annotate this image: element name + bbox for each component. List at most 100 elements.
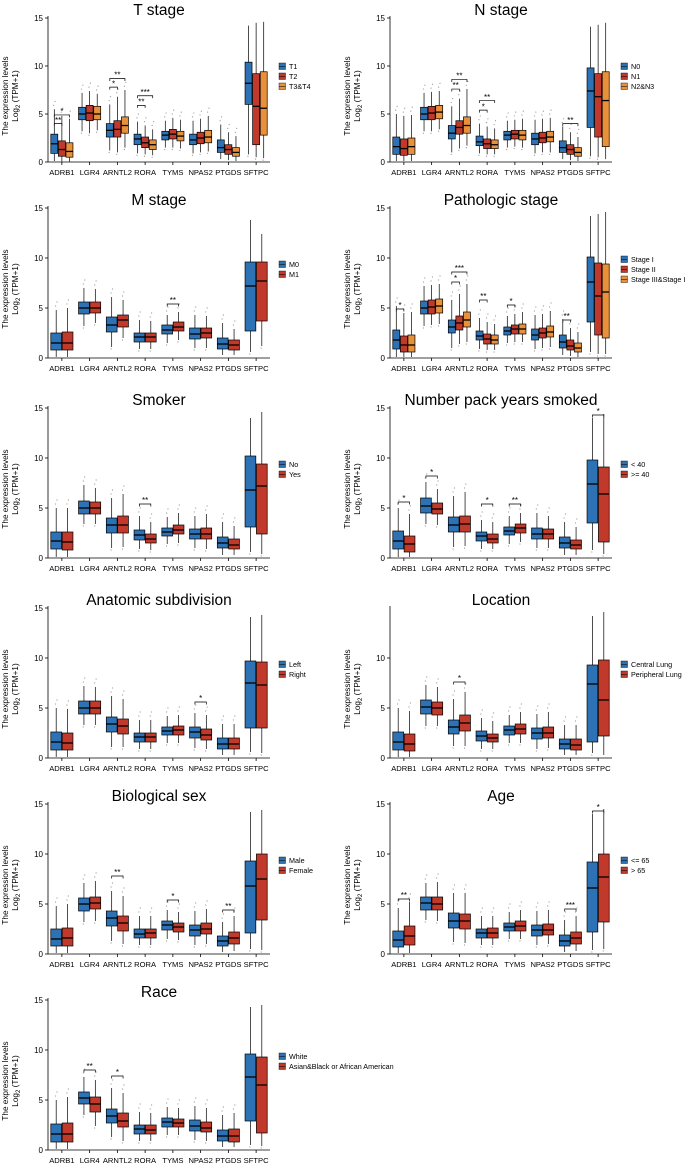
chart-panel-3: M stage The expression levelsLog2 (TPM+1)… <box>1 192 299 373</box>
outlier-point <box>569 323 571 325</box>
y-axis-label-unit: (TPM+1) <box>11 70 20 105</box>
outlier-point <box>180 111 182 113</box>
outlier-point <box>205 550 207 552</box>
outlier-point <box>547 707 549 709</box>
box-lgr4-3 <box>93 105 102 121</box>
outlier-point <box>562 118 565 120</box>
outlier-point <box>404 304 406 306</box>
outlier-point <box>121 1088 124 1090</box>
outlier-point <box>111 288 114 290</box>
outlier-point <box>121 295 124 297</box>
legend-label: M1 <box>289 270 299 279</box>
significance-bracket <box>166 899 179 903</box>
outlier-point <box>459 285 461 287</box>
x-tick-label: ADRB1 <box>49 1156 74 1163</box>
x-tick-label: ARNTL2 <box>103 168 132 177</box>
y-tick-label: 0 <box>381 354 386 363</box>
significance-label: * <box>597 803 600 812</box>
x-tick-label: RORA <box>134 1156 157 1163</box>
y-axis-label-subscript: 2 <box>358 104 364 108</box>
outlier-point <box>395 301 397 303</box>
box-sftpc-1 <box>244 1053 257 1122</box>
outlier-point <box>541 309 543 311</box>
significance-label: ** <box>114 868 120 877</box>
outlier-point <box>519 744 521 746</box>
outlier-point <box>513 343 515 345</box>
outlier-point <box>82 84 84 86</box>
outlier-point <box>396 105 398 107</box>
outlier-point <box>232 719 235 721</box>
outlier-point <box>221 318 223 320</box>
y-axis-label-line2: Log <box>353 501 362 515</box>
outlier-point <box>409 893 411 895</box>
legend-label: N2&N3 <box>631 82 654 91</box>
outlier-point <box>596 355 599 357</box>
outlier-point <box>589 353 591 355</box>
outlier-point <box>396 297 398 299</box>
outlier-point <box>493 351 495 353</box>
outlier-point <box>547 905 549 907</box>
outlier-point <box>533 115 536 117</box>
outlier-point <box>110 1138 112 1140</box>
outlier-point <box>152 121 155 123</box>
outlier-point <box>82 327 84 329</box>
box-sftpc-1 <box>586 67 595 128</box>
outlier-point <box>408 897 410 899</box>
outlier-point <box>549 153 551 155</box>
outlier-point <box>491 750 493 752</box>
outlier-point <box>467 275 469 277</box>
chart-title: Number pack years smoked <box>405 392 598 409</box>
outlier-point <box>53 104 55 106</box>
outlier-point <box>111 1079 114 1081</box>
outlier-point <box>110 942 112 944</box>
y-axis-label: The expression levelsLog2 (TPM+1) <box>1 449 22 528</box>
outlier-point <box>178 903 180 905</box>
x-tick-label: SFTPC <box>586 564 611 573</box>
outlier-point <box>234 131 236 133</box>
outlier-point <box>151 124 153 127</box>
x-tick-label: TYMS <box>162 364 183 373</box>
outlier-point <box>95 479 97 481</box>
outlier-point <box>437 678 439 680</box>
outlier-point <box>506 148 508 151</box>
outlier-point <box>260 347 262 349</box>
y-axis-label-subscript: 2 <box>16 497 22 501</box>
outlier-point <box>458 149 460 152</box>
x-tick-label: NPAS2 <box>530 764 554 773</box>
outlier-point <box>465 279 467 281</box>
outlier-point <box>165 545 168 547</box>
x-tick-label: ARNTL2 <box>103 364 132 373</box>
outlier-point <box>480 911 482 913</box>
outlier-point <box>220 116 223 118</box>
outlier-point <box>138 1107 140 1109</box>
outlier-point <box>533 350 536 352</box>
outlier-point <box>145 117 147 119</box>
x-tick-label: LGR4 <box>80 960 100 969</box>
x-tick-label: RORA <box>476 168 499 177</box>
outlier-point <box>149 946 151 948</box>
x-tick-label: PTGDS <box>215 764 241 773</box>
significance-label: * <box>171 892 174 901</box>
outlier-point <box>195 704 197 706</box>
y-axis-label: The expression levelsLog2 (TPM+1) <box>343 845 364 924</box>
outlier-point <box>206 505 208 507</box>
significance-bracket <box>111 1075 124 1079</box>
significance-label: * <box>482 102 485 111</box>
outlier-point <box>151 312 153 314</box>
outlier-point <box>493 712 495 714</box>
outlier-point <box>396 703 399 705</box>
outlier-point <box>193 1141 195 1143</box>
significance-bracket <box>592 414 605 418</box>
box-adrb1-1 <box>392 136 401 155</box>
outlier-point <box>149 551 151 553</box>
outlier-point <box>123 690 125 692</box>
x-tick-label: NPAS2 <box>188 764 212 773</box>
outlier-point <box>563 915 565 917</box>
y-tick-label: 15 <box>376 14 385 23</box>
significance-label: * <box>430 468 433 477</box>
significance-bracket <box>451 271 468 275</box>
x-tick-label: PTGDS <box>557 764 583 773</box>
box-sftpc-2 <box>598 659 610 737</box>
outlier-point <box>123 148 125 151</box>
outlier-point <box>535 508 537 510</box>
